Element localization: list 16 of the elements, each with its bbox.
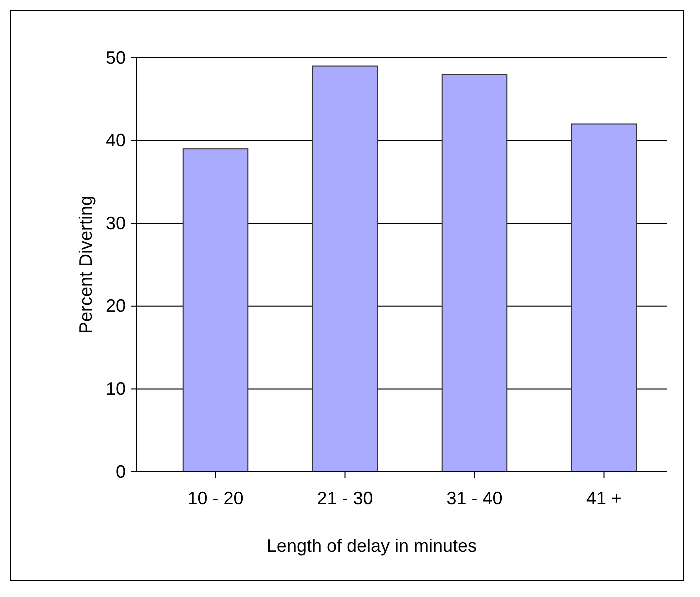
x-tick-label: 10 - 20 xyxy=(188,488,244,508)
bar xyxy=(182,148,249,472)
bar xyxy=(442,74,508,472)
y-tick-label: 40 xyxy=(106,130,126,151)
y-tick-label: 10 xyxy=(106,378,126,399)
x-tick-label: 41 + xyxy=(586,488,622,508)
bar xyxy=(312,66,378,472)
y-tick-label: 0 xyxy=(116,462,126,482)
y-axis-title: Percent Diverting xyxy=(76,196,96,334)
x-tick-label: 21 - 30 xyxy=(317,488,374,508)
bar xyxy=(571,124,638,472)
x-axis-title: Length of delay in minutes xyxy=(266,536,478,556)
y-tick-label: 50 xyxy=(106,48,126,68)
x-tick-label: 31 - 40 xyxy=(446,488,503,508)
y-tick-label: 30 xyxy=(106,213,126,234)
y-tick-label: 20 xyxy=(106,296,126,316)
